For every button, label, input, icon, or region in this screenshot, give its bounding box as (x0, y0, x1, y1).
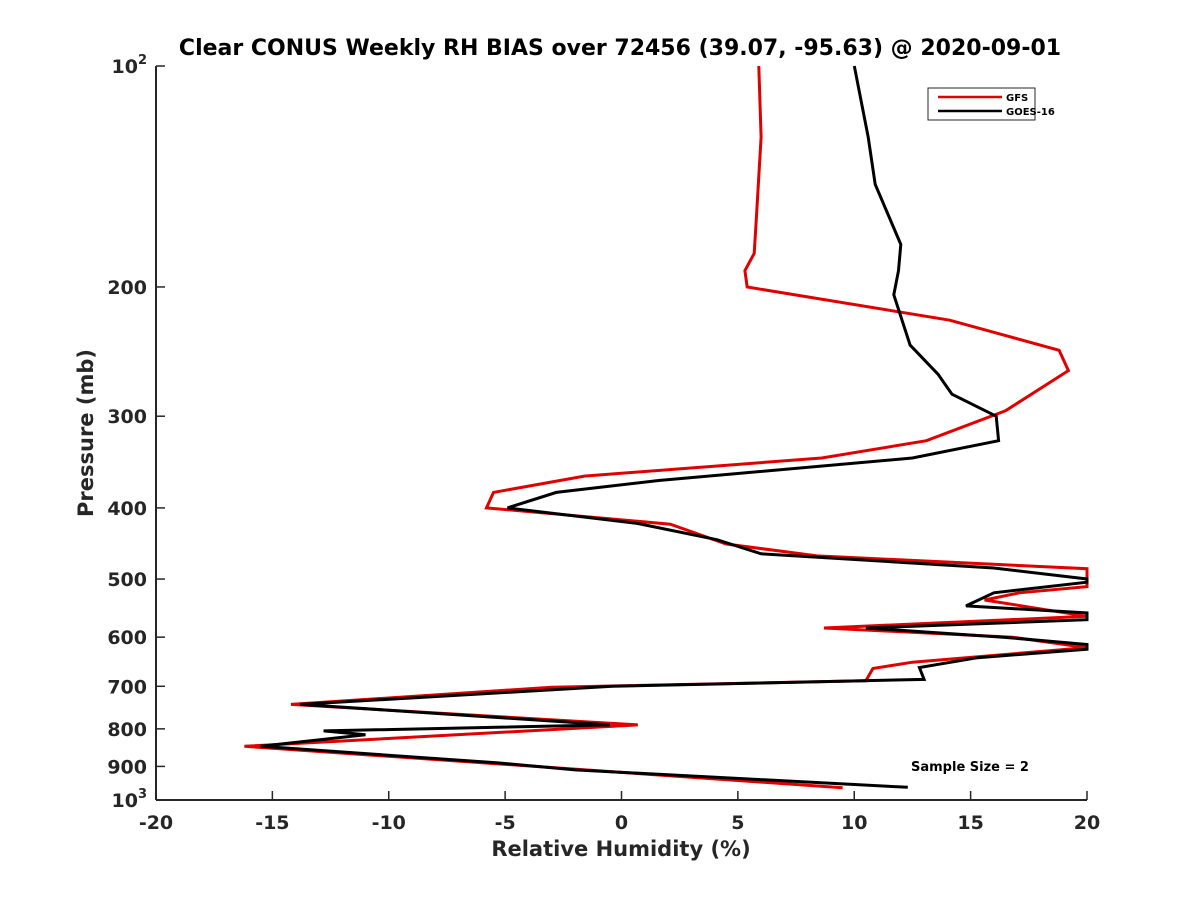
legend-label-goes16: GOES-16 (1006, 107, 1055, 118)
x-tick-label: 20 (1074, 812, 1100, 834)
y-tick-label: 300 (107, 406, 147, 428)
x-tick-label: 5 (731, 812, 744, 834)
x-tick-label: 0 (615, 812, 628, 834)
y-tick-label: 800 (107, 719, 147, 741)
y-tick-label: 500 (107, 569, 147, 591)
x-tick-label: 15 (957, 812, 983, 834)
x-tick-label: -5 (495, 812, 516, 834)
x-tick-label: -10 (372, 812, 406, 834)
sample-size-annotation: Sample Size = 2 (911, 760, 1029, 775)
y-tick-label: 700 (107, 676, 147, 698)
y-tick-label: 103 (112, 787, 148, 812)
legend-label-gfs: GFS (1006, 93, 1028, 104)
series-line-goes16 (260, 65, 1089, 789)
series-layer (244, 65, 1089, 790)
y-tick-label: 102 (112, 53, 148, 78)
legend: GFS GOES-16 (927, 87, 1055, 121)
x-tick-label: 10 (841, 812, 867, 834)
y-ticks: 102 200 300 400 500 600 700 800 900 103 (107, 53, 165, 812)
x-tick-label: -15 (255, 812, 289, 834)
legend-box (927, 87, 1036, 121)
y-tick-label: 600 (107, 627, 147, 649)
y-tick-label: 200 (107, 277, 147, 299)
series-line-gfs (244, 65, 1089, 790)
chart-title: Clear CONUS Weekly RH BIAS over 72456 (3… (179, 36, 1061, 61)
x-axis-label: Relative Humidity (%) (491, 837, 750, 861)
y-tick-label: 400 (107, 498, 147, 520)
x-tick-label: -20 (139, 812, 173, 834)
y-tick-label: 900 (107, 756, 147, 778)
y-axis-label: Pressure (mb) (74, 349, 98, 517)
x-ticks: -20 -15 -10 -5 0 5 10 15 20 (139, 791, 1100, 834)
